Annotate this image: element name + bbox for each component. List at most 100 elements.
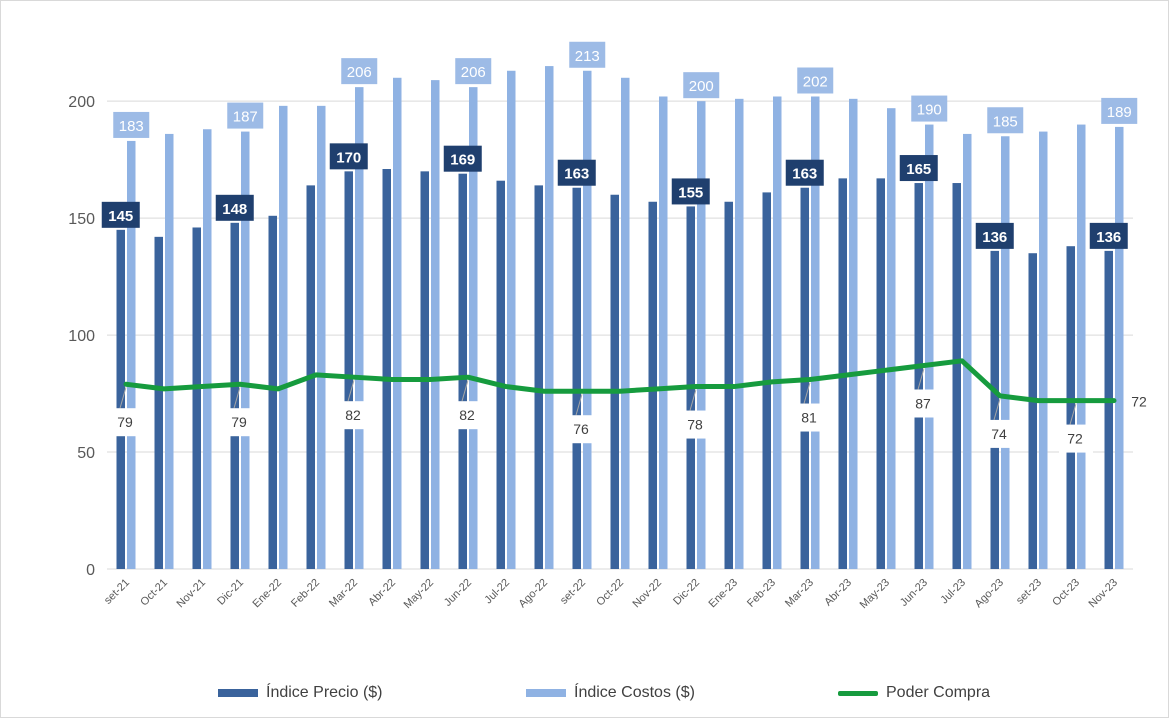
costos-label-box	[1101, 97, 1138, 124]
precio-data-label: 170	[336, 149, 361, 166]
costos-data-label: 200	[689, 78, 714, 95]
x-tick-label: Feb-23	[745, 577, 778, 610]
poder-data-label: 72	[1131, 394, 1147, 410]
bar-indice-precio	[990, 250, 999, 569]
costos-label-box	[455, 58, 492, 85]
x-tick-label: Oct-21	[138, 577, 170, 609]
costos-data-label: 185	[993, 113, 1018, 130]
x-tick-label: Ago-22	[517, 577, 551, 611]
legend-label-precio: Índice Precio ($)	[266, 684, 383, 701]
bar-indice-costos	[203, 129, 212, 570]
x-tick-label: set-23	[1014, 577, 1044, 607]
bar-indice-precio	[496, 180, 505, 569]
poder-data-label: 79	[231, 414, 247, 430]
precio-data-label: 136	[982, 229, 1007, 246]
x-tick-label: Abr-23	[822, 577, 854, 609]
poder-label-box	[907, 389, 941, 418]
costos-label-box	[113, 111, 150, 138]
costos-label-box	[987, 107, 1024, 134]
bar-indice-precio	[1028, 253, 1037, 569]
bar-indice-precio	[572, 187, 581, 569]
poder-label-box	[679, 410, 713, 439]
bar-indice-costos	[1077, 124, 1086, 569]
poder-data-label: 82	[459, 407, 475, 423]
precio-data-label: 165	[906, 161, 931, 178]
legend: Índice Precio ($) Índice Costos ($) Pode…	[0, 684, 1169, 708]
precio-data-label: 169	[450, 152, 475, 169]
precio-data-label: 148	[222, 201, 247, 218]
poder-data-label: 81	[801, 410, 817, 426]
y-tick-label: 200	[68, 94, 95, 111]
precio-data-label: 136	[1096, 229, 1121, 246]
bar-indice-precio	[230, 222, 239, 569]
poder-label-box	[451, 401, 485, 430]
precio-label-box	[899, 155, 938, 182]
bar-indice-costos	[887, 108, 896, 569]
costos-label-box	[797, 67, 834, 94]
poder-data-label: 72	[1067, 431, 1083, 447]
precio-data-label: 155	[678, 184, 703, 201]
legend-label-costos: Índice Costos ($)	[574, 684, 695, 701]
poder-data-label: 76	[573, 421, 589, 437]
poder-data-label: 78	[687, 417, 703, 433]
x-tick-label: Mar-22	[327, 577, 360, 610]
y-tick-label: 100	[68, 328, 95, 345]
costos-data-label: 213	[575, 48, 600, 65]
poder-leader-line	[347, 380, 355, 402]
costos-label-box	[569, 41, 606, 68]
x-tick-label: Ene-23	[707, 577, 741, 611]
legend-item-precio: Índice Precio ($)	[218, 684, 383, 702]
precio-label-box	[329, 143, 368, 170]
x-tick-label: May-23	[858, 577, 892, 611]
poder-leader-line	[689, 389, 697, 411]
poder-compra-line	[123, 358, 1117, 404]
bar-indice-precio	[116, 229, 125, 569]
bar-indice-costos	[659, 96, 668, 569]
poder-leader-line	[575, 394, 583, 416]
x-tick-label: Mar-23	[783, 577, 816, 610]
bar-indice-costos	[583, 70, 592, 569]
bar-indice-precio	[876, 178, 885, 569]
precio-label-box	[785, 159, 824, 186]
precio-label-box	[1089, 222, 1128, 249]
bar-indice-precio	[458, 173, 467, 569]
x-tick-label: Jul-23	[938, 577, 968, 607]
costos-data-label: 183	[119, 118, 144, 135]
precio-label-box	[671, 178, 710, 205]
poder-label-box	[565, 415, 599, 444]
x-tick-label: Abr-22	[366, 577, 398, 609]
costos-data-label: 190	[917, 102, 942, 119]
precio-data-label: 145	[108, 208, 133, 225]
bar-indice-precio	[192, 227, 201, 570]
poder-data-label: 74	[991, 426, 1007, 442]
poder-data-label: 87	[915, 395, 931, 411]
bar-indice-costos	[431, 80, 440, 570]
poder-label-box	[1059, 424, 1093, 453]
x-tick-label: Ago-23	[973, 577, 1007, 611]
poder-leader-line	[233, 387, 241, 409]
x-tick-label: set-21	[102, 577, 132, 607]
bar-indice-costos	[127, 140, 136, 569]
poder-data-label: 79	[117, 414, 133, 430]
bar-indice-precio	[382, 169, 391, 569]
bar-indice-costos	[241, 131, 250, 569]
bar-indice-costos	[849, 98, 858, 570]
bar-indice-costos	[925, 124, 934, 569]
bar-indice-costos	[317, 105, 326, 569]
poder-label-box	[109, 408, 143, 437]
y-tick-label: 50	[77, 445, 95, 462]
bar-indice-costos	[811, 96, 820, 569]
x-tick-label: Dic-22	[671, 577, 702, 608]
bar-indice-precio	[344, 171, 353, 569]
x-tick-label: Jul-22	[482, 577, 512, 607]
x-tick-label: Ene-22	[251, 577, 285, 611]
bar-indice-precio	[610, 194, 619, 569]
precio-label-box	[557, 159, 596, 186]
precio-data-label: 163	[564, 166, 589, 183]
bar-indice-costos	[773, 96, 782, 569]
poder-label-box	[983, 419, 1017, 448]
costos-data-label: 206	[347, 64, 372, 81]
poder-leader-line	[461, 380, 469, 402]
bar-indice-precio	[648, 201, 657, 569]
bar-indice-costos	[165, 133, 174, 569]
